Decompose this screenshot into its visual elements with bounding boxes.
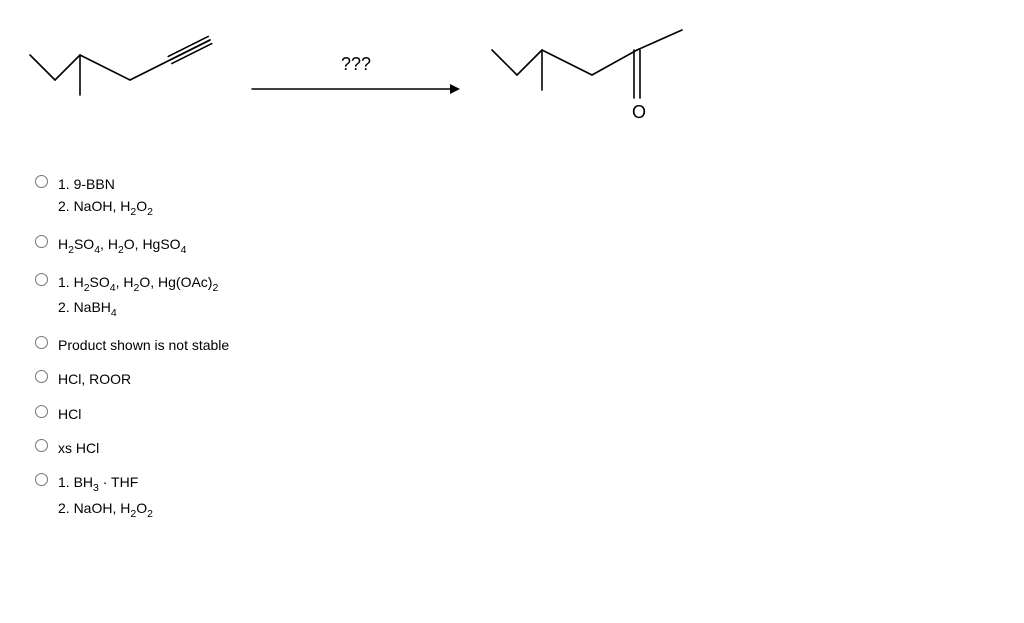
option-line: H2SO4, H2O, HgSO4 (58, 233, 186, 259)
arrow-label: ??? (341, 54, 371, 75)
reaction-arrow (250, 79, 462, 99)
answer-option[interactable]: xs HCl (30, 437, 1004, 459)
option-line: 1. 9-BBN (58, 173, 153, 195)
option-line: 1. BH3 · THF (58, 471, 153, 497)
option-line: 2. NaOH, H2O2 (58, 497, 153, 523)
option-radio[interactable] (35, 336, 48, 349)
option-radio[interactable] (35, 439, 48, 452)
option-label: Product shown is not stable (58, 334, 229, 356)
answer-option[interactable]: HCl, ROOR (30, 368, 1004, 390)
option-label: 1. BH3 · THF2. NaOH, H2O2 (58, 471, 153, 522)
svg-text:O: O (632, 102, 646, 122)
answer-options: 1. 9-BBN2. NaOH, H2O2H2SO4, H2O, HgSO41.… (30, 173, 1004, 523)
option-line: HCl, ROOR (58, 368, 131, 390)
answer-option[interactable]: HCl (30, 403, 1004, 425)
option-radio[interactable] (35, 235, 48, 248)
option-radio[interactable] (35, 175, 48, 188)
option-label: 1. 9-BBN2. NaOH, H2O2 (58, 173, 153, 221)
option-label: xs HCl (58, 437, 99, 459)
option-label: 1. H2SO4, H2O, Hg(OAc)22. NaBH4 (58, 271, 218, 322)
option-label: H2SO4, H2O, HgSO4 (58, 233, 186, 259)
option-radio[interactable] (35, 370, 48, 383)
product-structure: O (482, 20, 702, 133)
answer-option[interactable]: 1. BH3 · THF2. NaOH, H2O2 (30, 471, 1004, 522)
option-line: Product shown is not stable (58, 334, 229, 356)
option-line: 1. H2SO4, H2O, Hg(OAc)2 (58, 271, 218, 297)
reaction-arrow-group: ??? (250, 54, 462, 99)
option-line: 2. NaOH, H2O2 (58, 195, 153, 221)
answer-option[interactable]: Product shown is not stable (30, 334, 1004, 356)
option-label: HCl, ROOR (58, 368, 131, 390)
option-radio[interactable] (35, 473, 48, 486)
option-radio[interactable] (35, 273, 48, 286)
option-radio[interactable] (35, 405, 48, 418)
option-line: xs HCl (58, 437, 99, 459)
reactant-structure (20, 25, 230, 128)
option-label: HCl (58, 403, 81, 425)
answer-option[interactable]: 1. 9-BBN2. NaOH, H2O2 (30, 173, 1004, 221)
option-line: 2. NaBH4 (58, 296, 218, 322)
option-line: HCl (58, 403, 81, 425)
answer-option[interactable]: H2SO4, H2O, HgSO4 (30, 233, 1004, 259)
reaction-row: ??? O (20, 20, 1004, 133)
answer-option[interactable]: 1. H2SO4, H2O, Hg(OAc)22. NaBH4 (30, 271, 1004, 322)
